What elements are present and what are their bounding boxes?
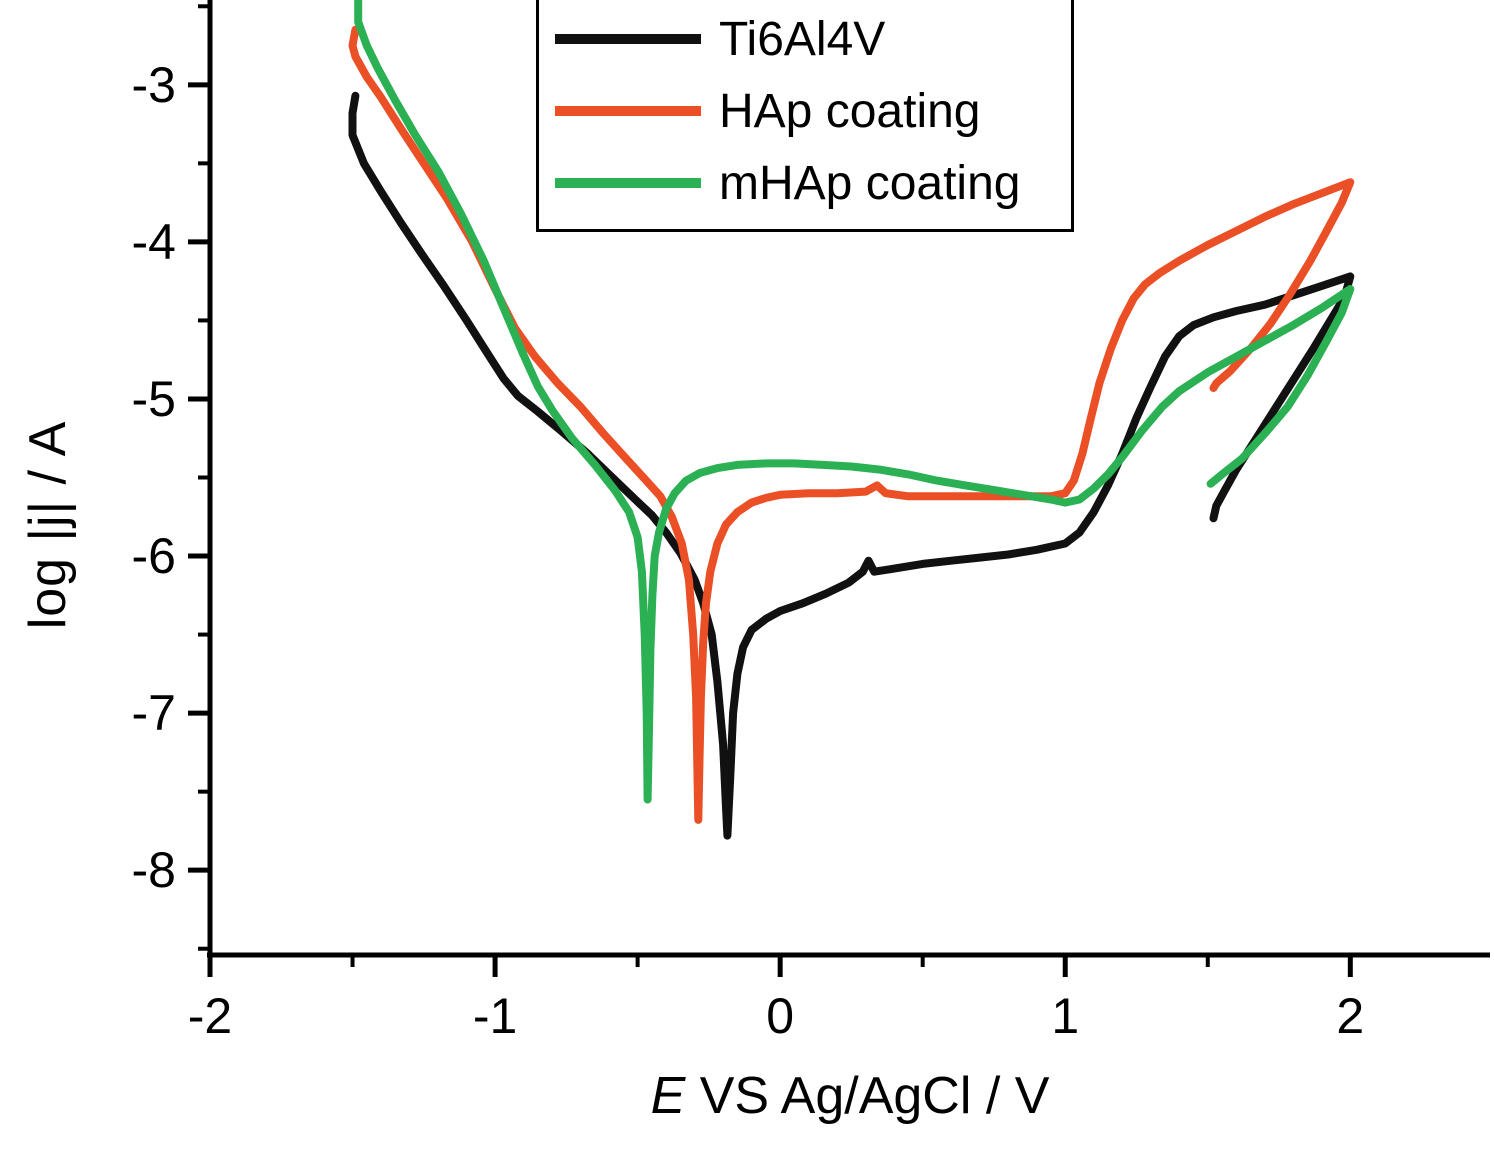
- x-axis-label-text: VS Ag/AgCl / V: [685, 1067, 1050, 1125]
- curve-ti6al4v: [348, 91, 1355, 840]
- legend-item-mhap-coating: mHAp coating: [555, 147, 1071, 219]
- legend-line-swatch-mhap-coating: [555, 178, 701, 188]
- y-axis-tick-label: -4: [132, 214, 176, 270]
- x-axis-tick-label: 2: [1336, 988, 1364, 1044]
- legend-label-ti6al4v: Ti6Al4V: [719, 12, 886, 66]
- curve-hap-coating: [348, 25, 1355, 824]
- x-axis-tick-label: 1: [1051, 988, 1079, 1044]
- legend-item-hap-coating: HAp coating: [555, 75, 1071, 147]
- legend-label-hap-coating: HAp coating: [719, 84, 981, 138]
- y-axis-tick-label: -3: [132, 57, 176, 113]
- legend-line-swatch-hap-coating: [555, 106, 701, 116]
- x-axis-label: E VS Ag/AgCl / V: [210, 1066, 1490, 1126]
- x-axis-tick-label: -1: [473, 988, 517, 1044]
- y-axis-label: log |j| / A: [19, 420, 77, 630]
- legend-label-mhap-coating: mHAp coating: [719, 156, 1021, 210]
- x-axis-tick-label: 0: [766, 988, 794, 1044]
- y-axis-tick-label: -7: [132, 685, 176, 741]
- x-axis-label-symbol: E: [650, 1067, 686, 1125]
- curve-mhap-coating: [354, 0, 1355, 804]
- legend: Ti6Al4V HAp coating mHAp coating: [536, 0, 1074, 232]
- y-axis-tick-label: -8: [132, 842, 176, 898]
- legend-item-ti6al4v: Ti6Al4V: [555, 3, 1071, 75]
- x-axis-tick-label: -2: [188, 988, 232, 1044]
- y-axis-tick-label: -5: [132, 371, 176, 427]
- y-axis-tick-label: -6: [132, 528, 176, 584]
- legend-line-swatch-ti6al4v: [555, 34, 701, 44]
